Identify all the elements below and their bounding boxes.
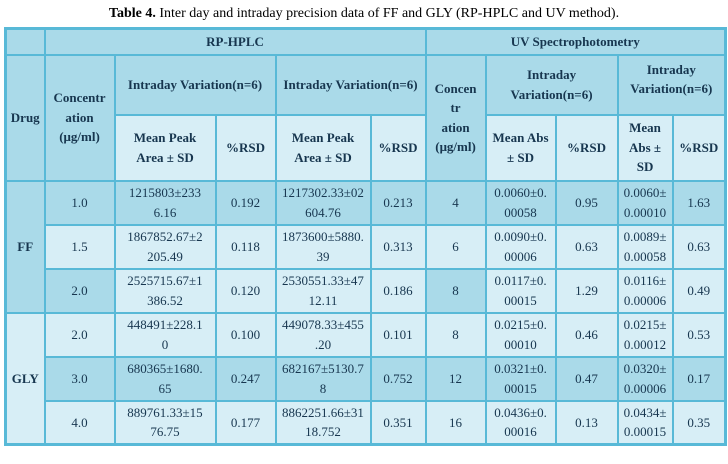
cell-r0-rsd-inter: 0.213	[369, 179, 427, 226]
table-caption-text: Inter day and intraday precision data of…	[155, 6, 620, 21]
header-mean-abs-2: Mean Abs ± SD	[616, 113, 674, 182]
cell-r3-rsd-intra: 0.100	[214, 311, 277, 358]
cell-r0-conc: 1.0	[43, 179, 116, 226]
cell-r3-rsd-uv-inter: 0.53	[671, 311, 727, 358]
cell-r5-mean-peak-intra: 889761.33±15 76.75	[113, 399, 217, 446]
cell-r3-rsd-uv-intra: 0.46	[554, 311, 619, 358]
header-intraday-variation-rp-1: Intraday Variation(n=6)	[113, 53, 277, 116]
table-row-gly-1: GLY 2.0 448491±228.1 0 0.100 449078.33±4…	[4, 311, 727, 446]
cell-r0-abs-intra: 0.0060±0. 00058	[484, 179, 557, 226]
cell-r4-rsd-inter: 0.752	[369, 355, 427, 402]
cell-r5-abs-intra: 0.0436±0. 00016	[484, 399, 557, 446]
header-method-rp-hplc: RP-HPLC	[43, 27, 427, 56]
cell-r4-mean-peak-inter: 682167±5130.7 8	[274, 355, 372, 402]
cell-r1-rsd-intra: 0.118	[214, 223, 277, 270]
cell-r2-rsd-inter: 0.186	[369, 267, 427, 314]
header-row-methods: RP-HPLC UV Spectrophotometry	[4, 27, 727, 56]
drug-label-ff: FF	[4, 179, 46, 314]
header-method-uv: UV Spectrophotometry	[424, 27, 727, 56]
header-row-groups: Drug Concentr ation (μg/ml) Intraday Var…	[4, 53, 727, 182]
header-intraday-variation-uv-1: Intraday Variation(n=6)	[484, 53, 619, 116]
cell-r4-rsd-uv-inter: 0.17	[671, 355, 727, 402]
cell-r1-mean-peak-inter: 1873600±5880. 39	[274, 223, 372, 270]
cell-r2-conc: 2.0	[43, 267, 116, 314]
cell-r4-conc: 3.0	[43, 355, 116, 402]
cell-r2-rsd-uv-inter: 0.49	[671, 267, 727, 314]
cell-r4-mean-peak-intra: 680365±1680. 65	[113, 355, 217, 402]
table-row-ff-3: 2.0 2525715.67±1 386.52 0.120 2530551.33…	[6, 267, 727, 314]
cell-r0-mean-peak-intra: 1215803±233 6.16	[113, 179, 217, 226]
drug-label-gly: GLY	[4, 311, 46, 446]
cell-r5-conc-uv: 16	[424, 399, 487, 446]
cell-r3-rsd-inter: 0.101	[369, 311, 427, 358]
table-caption-number: Table 4.	[108, 6, 156, 21]
header-drug: Drug	[4, 53, 46, 182]
cell-r2-abs-inter: 0.0116± 0.00006	[616, 267, 674, 314]
cell-r1-conc: 1.5	[43, 223, 116, 270]
table-caption: Table 4. Inter day and intraday precisio…	[0, 0, 728, 22]
header-rsd-4: %RSD	[671, 113, 727, 182]
corner-empty-cell	[4, 27, 46, 56]
cell-r2-mean-peak-intra: 2525715.67±1 386.52	[113, 267, 217, 314]
cell-r0-conc-uv: 4	[424, 179, 487, 226]
cell-r2-mean-peak-inter: 2530551.33±47 12.11	[274, 267, 372, 314]
header-concentration-uv: Concen tr ation (μg/ml)	[424, 53, 487, 182]
cell-r0-rsd-uv-inter: 1.63	[671, 179, 727, 226]
table-row-gly-3: 4.0 889761.33±15 76.75 0.177 8862251.66±…	[6, 399, 727, 446]
cell-r5-rsd-inter: 0.351	[369, 399, 427, 446]
cell-r1-mean-peak-intra: 1867852.67±2 205.49	[113, 223, 217, 270]
header-rsd-3: %RSD	[554, 113, 619, 182]
table-row-ff-1: FF 1.0 1215803±233 6.16 0.192 1217302.33…	[4, 179, 727, 314]
header-mean-peak-area-1: Mean Peak Area ± SD	[113, 113, 217, 182]
cell-r3-mean-peak-inter: 449078.33±455 .20	[274, 311, 372, 358]
cell-r0-rsd-uv-intra: 0.95	[554, 179, 619, 226]
cell-r5-rsd-uv-inter: 0.35	[671, 399, 727, 446]
cell-r1-conc-uv: 6	[424, 223, 487, 270]
cell-r4-rsd-uv-intra: 0.47	[554, 355, 619, 402]
cell-r4-conc-uv: 12	[424, 355, 487, 402]
cell-r3-conc-uv: 8	[424, 311, 487, 358]
header-rsd-2: %RSD	[369, 113, 427, 182]
cell-r0-abs-inter: 0.0060± 0.00010	[616, 179, 674, 226]
header-mean-peak-area-2: Mean Peak Area ± SD	[274, 113, 372, 182]
cell-r3-abs-intra: 0.0215±0. 00010	[484, 311, 557, 358]
cell-r5-abs-inter: 0.0434± 0.00015	[616, 399, 674, 446]
cell-r5-rsd-intra: 0.177	[214, 399, 277, 446]
cell-r3-mean-peak-intra: 448491±228.1 0	[113, 311, 217, 358]
cell-r5-mean-peak-inter: 8862251.66±31 18.752	[274, 399, 372, 446]
header-rsd-1: %RSD	[214, 113, 277, 182]
cell-r4-abs-intra: 0.0321±0. 00015	[484, 355, 557, 402]
cell-r1-rsd-inter: 0.313	[369, 223, 427, 270]
header-row-measures: Mean Peak Area ± SD %RSD Mean Peak Area …	[6, 113, 727, 182]
cell-r1-rsd-uv-intra: 0.63	[554, 223, 619, 270]
cell-r5-conc: 4.0	[43, 399, 116, 446]
table-row-ff-2: 1.5 1867852.67±2 205.49 0.118 1873600±58…	[6, 223, 727, 270]
cell-r3-conc: 2.0	[43, 311, 116, 358]
cell-r4-abs-inter: 0.0320± 0.00006	[616, 355, 674, 402]
precision-data-table: RP-HPLC UV Spectrophotometry Drug Concen…	[4, 27, 728, 446]
cell-r1-abs-inter: 0.0089± 0.00058	[616, 223, 674, 270]
cell-r3-abs-inter: 0.0215± 0.00012	[616, 311, 674, 358]
cell-r2-rsd-uv-intra: 1.29	[554, 267, 619, 314]
header-concentration-rp: Concentr ation (μg/ml)	[43, 53, 116, 182]
cell-r0-mean-peak-inter: 1217302.33±02 604.76	[274, 179, 372, 226]
cell-r1-abs-intra: 0.0090±0. 00006	[484, 223, 557, 270]
header-mean-abs-1: Mean Abs ± SD	[484, 113, 557, 182]
cell-r5-rsd-uv-intra: 0.13	[554, 399, 619, 446]
cell-r2-abs-intra: 0.0117±0. 00015	[484, 267, 557, 314]
header-intraday-variation-uv-2: Intraday Variation(n=6)	[616, 53, 727, 116]
cell-r0-rsd-intra: 0.192	[214, 179, 277, 226]
header-intraday-variation-rp-2: Intraday Variation(n=6)	[274, 53, 427, 116]
table-row-gly-2: 3.0 680365±1680. 65 0.247 682167±5130.7 …	[6, 355, 727, 402]
cell-r4-rsd-intra: 0.247	[214, 355, 277, 402]
cell-r1-rsd-uv-inter: 0.63	[671, 223, 727, 270]
cell-r2-conc-uv: 8	[424, 267, 487, 314]
cell-r2-rsd-intra: 0.120	[214, 267, 277, 314]
